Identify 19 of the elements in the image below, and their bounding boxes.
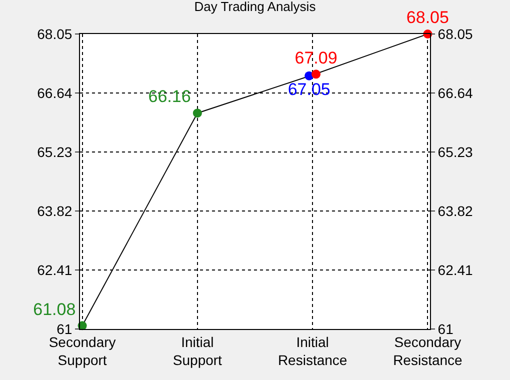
data-label: 67.09 — [294, 48, 338, 68]
point — [192, 108, 202, 118]
data-label: 66.16 — [148, 87, 191, 106]
data-label: 68.05 — [406, 8, 449, 28]
y2-tick-label: 65.23 — [438, 144, 474, 160]
chart-title: Day Trading Analysis — [194, 0, 316, 14]
x-tick-label: Initial Support — [172, 334, 222, 368]
y-tick-label: 66.64 — [37, 84, 72, 101]
y-tick-label: 68.05 — [37, 26, 72, 42]
data-label: 67.05 — [288, 80, 330, 100]
y-tick-label: 63.82 — [37, 202, 72, 219]
y2-tick-label: 68.05 — [438, 26, 474, 42]
y-tick-label: 65.23 — [37, 144, 72, 160]
x-tick-label: Initial Resistance — [278, 334, 348, 368]
data-label: 61.08 — [33, 300, 76, 319]
y2-tick-label: 66.64 — [438, 84, 474, 101]
y-tick-label: 62.41 — [37, 262, 72, 278]
y2-tick-label: 63.82 — [438, 202, 474, 219]
y2-tick-label: 62.41 — [438, 262, 474, 278]
